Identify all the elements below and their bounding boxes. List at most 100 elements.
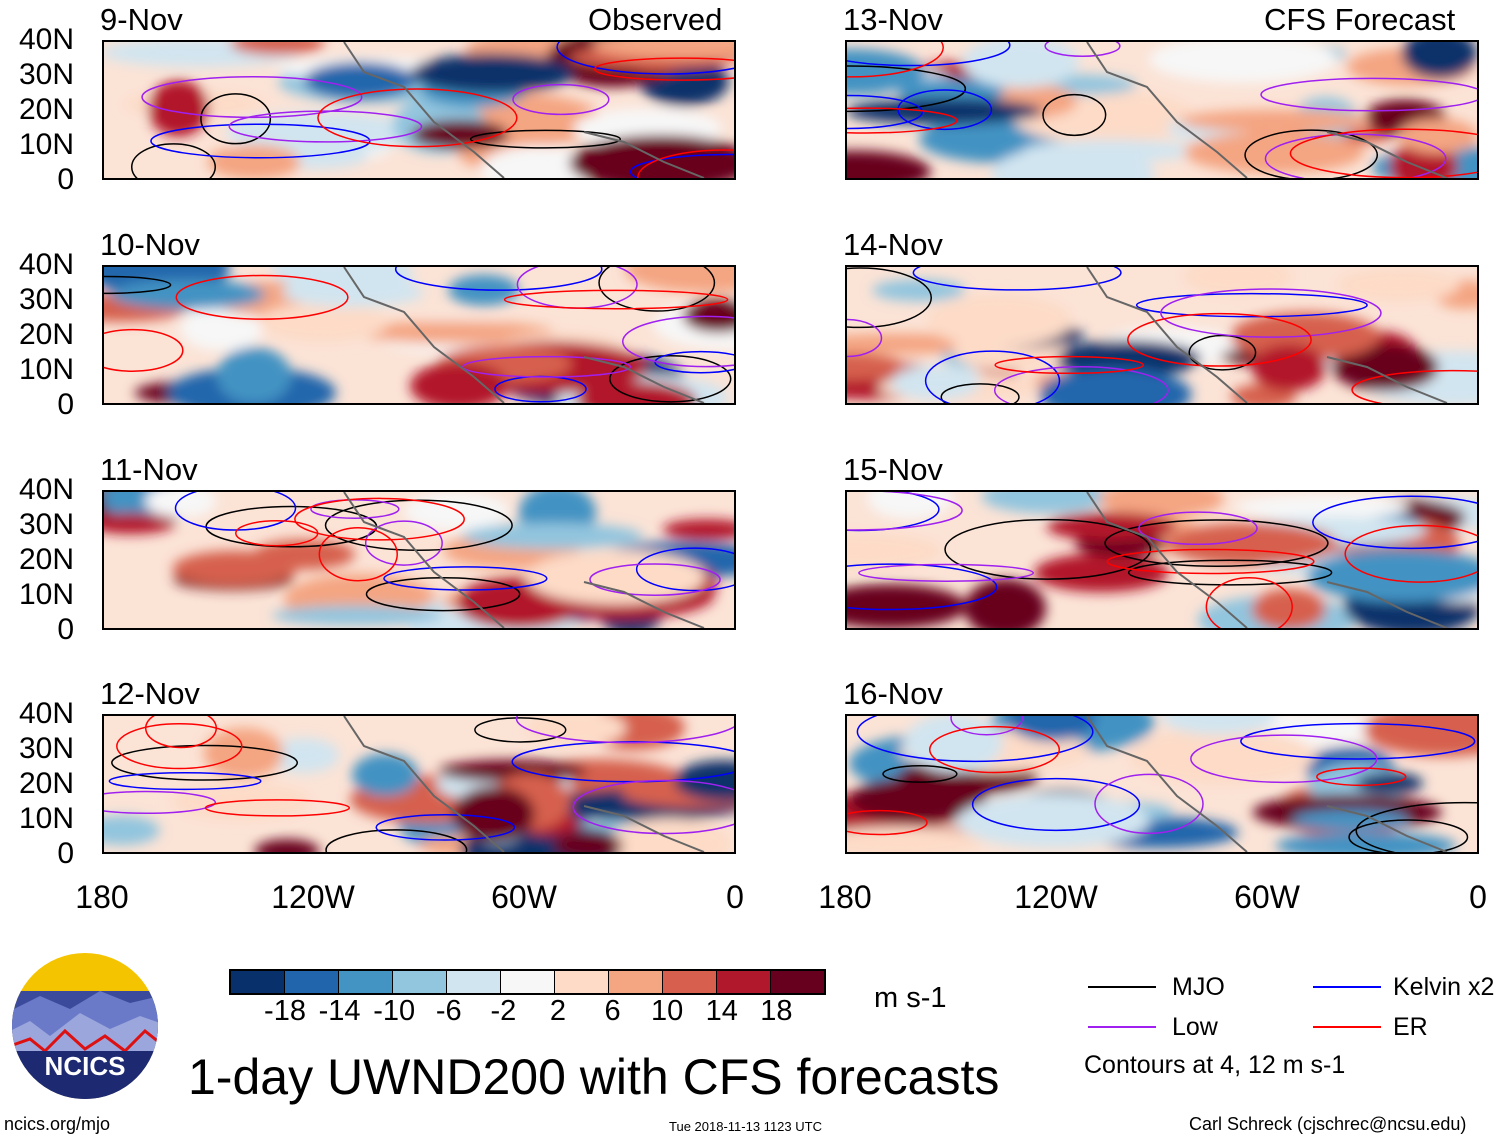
y-tick: 0: [57, 388, 74, 421]
y-tick: 20N: [18, 318, 74, 351]
x-tick: 60W: [1234, 879, 1300, 915]
colorbar-label: 10: [651, 995, 684, 1027]
colorbar-swatch: [663, 971, 717, 993]
y-tick: 10N: [18, 353, 74, 386]
y-tick: 40N: [18, 248, 74, 281]
y-tick: 30N: [18, 508, 74, 541]
wind-field: [847, 267, 1477, 403]
legend-low: Low: [1172, 1013, 1218, 1041]
y-tick: 40N: [18, 473, 74, 506]
panel-date: 16-Nov: [843, 676, 943, 711]
logo-text: NCICS: [45, 1051, 126, 1081]
wind-field: [847, 716, 1477, 852]
colorbar-label: 2: [549, 995, 567, 1027]
map-panel: [102, 714, 736, 854]
map-panel: [845, 490, 1479, 630]
ncics-logo: NCICS: [12, 953, 158, 1099]
coastline: [343, 267, 705, 403]
x-tick: 120W: [1014, 879, 1098, 915]
legend-er: ER: [1393, 1013, 1428, 1041]
map-panel: [102, 265, 736, 405]
x-tick: 60W: [491, 879, 557, 915]
y-tick: 30N: [18, 58, 74, 91]
wind-field: [104, 267, 734, 403]
colorbar-swatch: [447, 971, 501, 993]
map-panel: [845, 265, 1479, 405]
y-tick: 40N: [18, 23, 74, 56]
panel-date: 13-Nov: [843, 2, 943, 37]
panel-date: 11-Nov: [100, 452, 198, 487]
colorbar-swatch: [393, 971, 447, 993]
colorbar-units: m s-1: [874, 982, 947, 1014]
wind-field: [847, 492, 1477, 628]
colorbar-swatch: [771, 971, 824, 993]
observed-label: Observed: [588, 2, 723, 37]
cfs-forecast-label: CFS Forecast: [1264, 2, 1456, 37]
y-tick: 30N: [18, 732, 74, 765]
map-panel: [102, 490, 736, 630]
y-tick: 10N: [18, 578, 74, 611]
y-tick: 0: [57, 837, 74, 870]
map-panel: [102, 40, 736, 180]
coastline: [1086, 716, 1448, 852]
coastline: [1086, 267, 1448, 403]
footer-url[interactable]: ncics.org/mjo: [4, 1114, 111, 1134]
coastline: [1086, 492, 1448, 628]
panel-date: 12-Nov: [100, 676, 200, 711]
mjo-line: [1088, 986, 1156, 988]
coastline: [343, 716, 705, 852]
panel-date: 15-Nov: [843, 452, 943, 487]
y-tick: 0: [57, 613, 74, 646]
y-tick: 20N: [18, 543, 74, 576]
y-tick: 20N: [18, 767, 74, 800]
colorbar-label: 14: [705, 995, 738, 1027]
colorbar-label: -14: [318, 995, 361, 1027]
colorbar-swatch: [609, 971, 663, 993]
y-tick: 10N: [18, 128, 74, 161]
map-panel: [845, 40, 1479, 180]
legend-mjo: MJO: [1172, 973, 1225, 1001]
coastline: [343, 42, 705, 178]
kelvin-line: [1313, 986, 1381, 988]
x-tick: 180: [75, 879, 129, 915]
colorbar-swatch: [555, 971, 609, 993]
colorbar-label: -6: [435, 995, 462, 1027]
coastline: [1086, 42, 1448, 178]
colorbar-swatch: [231, 971, 285, 993]
panel-date: 14-Nov: [843, 227, 943, 262]
x-tick: 0: [1469, 879, 1487, 915]
map-panel: [845, 714, 1479, 854]
footer-author: Carl Schreck (cjschrec@ncsu.edu): [1189, 1114, 1467, 1134]
legend-kelvin: Kelvin x2: [1393, 973, 1495, 1001]
colorbar-label: -2: [490, 995, 517, 1027]
footer-timestamp: Tue 2018-11-13 1123 UTC: [669, 1119, 822, 1134]
wind-field: [104, 492, 734, 628]
y-tick: 0: [57, 163, 74, 196]
wind-field: [847, 42, 1477, 178]
colorbar-label: -18: [264, 995, 306, 1027]
panel-date: 9-Nov: [100, 2, 183, 37]
colorbar-swatch: [285, 971, 339, 993]
colorbar-label: 18: [760, 995, 793, 1027]
figure-title: 1-day UWND200 with CFS forecasts: [188, 1049, 1000, 1105]
colorbar: [229, 969, 826, 995]
wind-field: [104, 42, 734, 178]
panel-date: 10-Nov: [100, 227, 200, 262]
colorbar-label: -10: [373, 995, 416, 1027]
x-tick: 180: [818, 879, 872, 915]
er-line: [1313, 1026, 1381, 1028]
contour-note: Contours at 4, 12 m s-1: [1084, 1051, 1346, 1079]
colorbar-swatch: [501, 971, 555, 993]
x-tick: 0: [726, 879, 744, 915]
colorbar-swatch: [339, 971, 393, 993]
colorbar-label: 6: [604, 995, 621, 1027]
x-tick: 120W: [271, 879, 355, 915]
y-tick: 40N: [18, 697, 74, 730]
y-tick: 20N: [18, 93, 74, 126]
low-line: [1088, 1026, 1156, 1028]
y-tick: 30N: [18, 283, 74, 316]
y-tick: 10N: [18, 802, 74, 835]
colorbar-swatch: [717, 971, 771, 993]
coastline: [343, 492, 705, 628]
wind-field: [104, 716, 734, 852]
